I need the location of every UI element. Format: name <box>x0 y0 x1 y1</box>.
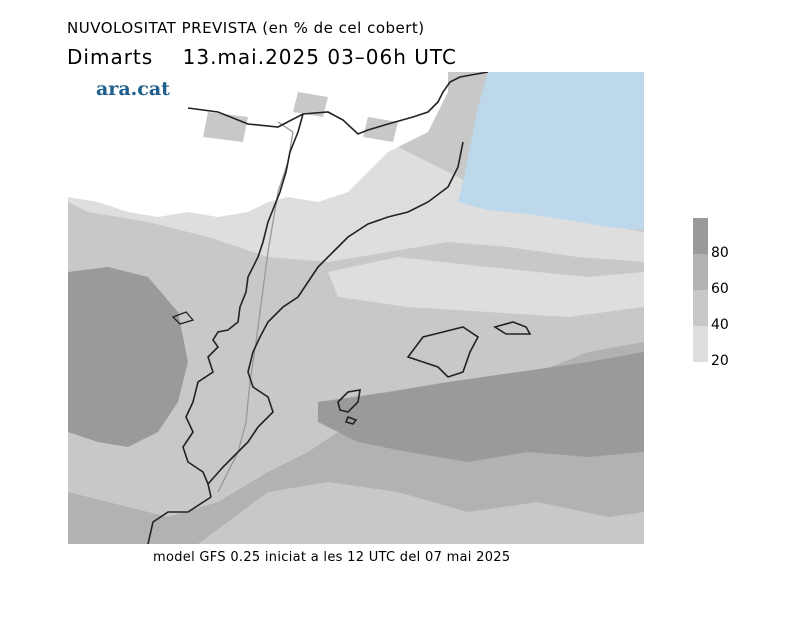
cloud-speckles <box>203 92 398 142</box>
island-mallorca <box>406 326 480 378</box>
model-info: model GFS 0.25 iniciat a les 12 UTC del … <box>153 550 511 565</box>
legend-band-20 <box>693 326 708 362</box>
island-ibiza <box>337 389 361 425</box>
coastline-catalonia <box>182 113 464 498</box>
forecast-day: Dimarts <box>67 45 154 69</box>
legend-tick-20: 20 <box>711 353 729 369</box>
legend-band-40 <box>693 290 708 326</box>
legend-tick-40: 40 <box>711 317 729 333</box>
small-lake <box>171 311 195 325</box>
map-svg <box>68 72 644 544</box>
forecast-time: Dimarts 13.mai.2025 03–06h UTC <box>67 45 457 69</box>
island-menorca <box>493 321 532 335</box>
legend-band-80 <box>693 218 708 254</box>
legend-tick-80: 80 <box>711 245 729 261</box>
ara-cat-logo[interactable]: ara.cat <box>96 78 170 100</box>
cloud-cover-legend <box>693 218 708 363</box>
coastline-sw <box>147 496 212 544</box>
legend-tick-60: 60 <box>711 281 729 297</box>
clear-sky-sea <box>458 72 644 230</box>
map-title: NUVOLOSITAT PREVISTA (en % de cel cobert… <box>67 19 425 37</box>
coastline-mainland <box>187 72 489 135</box>
legend-band-60 <box>693 254 708 290</box>
cloud-cover-map <box>68 72 644 544</box>
clear-sky-land <box>68 72 448 217</box>
forecast-date-time: 13.mai.2025 03–06h UTC <box>182 45 457 69</box>
cloud-layer-80 <box>68 267 644 462</box>
